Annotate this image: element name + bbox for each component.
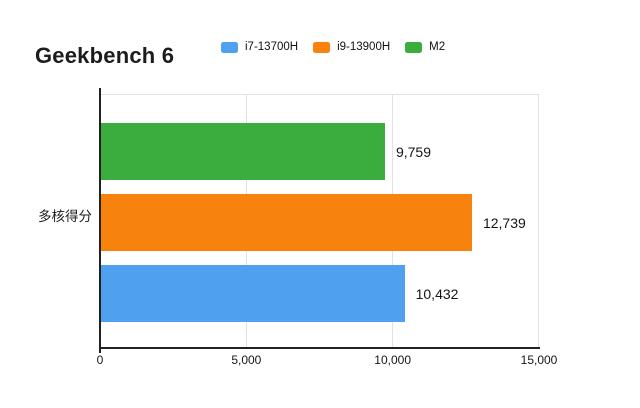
bar-value-label: 12,739 <box>482 214 526 231</box>
x-tick-label-0: 0 <box>96 353 104 367</box>
x-tick-label-15000: 15,000 <box>520 353 558 367</box>
plot-area: 9,759 12,739 10,432 <box>100 94 539 348</box>
bar-value-label: 10,432 <box>415 285 459 302</box>
legend-swatch-icon <box>221 41 238 53</box>
bar-value-label: 9,759 <box>395 143 431 160</box>
legend-swatch-icon <box>313 41 331 53</box>
bar-i9-13900H <box>100 194 472 251</box>
legend-label: i7-13700H <box>245 41 299 53</box>
category-label: 多核得分 <box>38 209 92 224</box>
bar-M2 <box>100 123 385 180</box>
legend-label: M2 <box>429 41 446 53</box>
legend-label: i9-13900H <box>337 41 391 53</box>
bar-i7-13700H <box>100 265 405 322</box>
bar-row-i9-13900H: 12,739 <box>100 194 538 251</box>
x-tick-label-10000: 10,000 <box>374 353 412 367</box>
legend: i7-13700H i9-13900H M2 <box>221 41 445 53</box>
legend-item-i7-13700H: i7-13700H <box>221 41 298 53</box>
x-tick-label-5000: 5,000 <box>231 353 262 367</box>
bar-row-M2: 9,759 <box>100 123 538 180</box>
chart-title: Geekbench 6 <box>35 43 175 68</box>
x-axis-line <box>99 347 540 349</box>
y-axis-line <box>99 88 101 353</box>
legend-item-M2: M2 <box>405 41 445 53</box>
bar-row-i7-13700H: 10,432 <box>100 265 538 322</box>
legend-swatch-icon <box>405 41 423 53</box>
legend-item-i9-13900H: i9-13900H <box>313 41 390 53</box>
